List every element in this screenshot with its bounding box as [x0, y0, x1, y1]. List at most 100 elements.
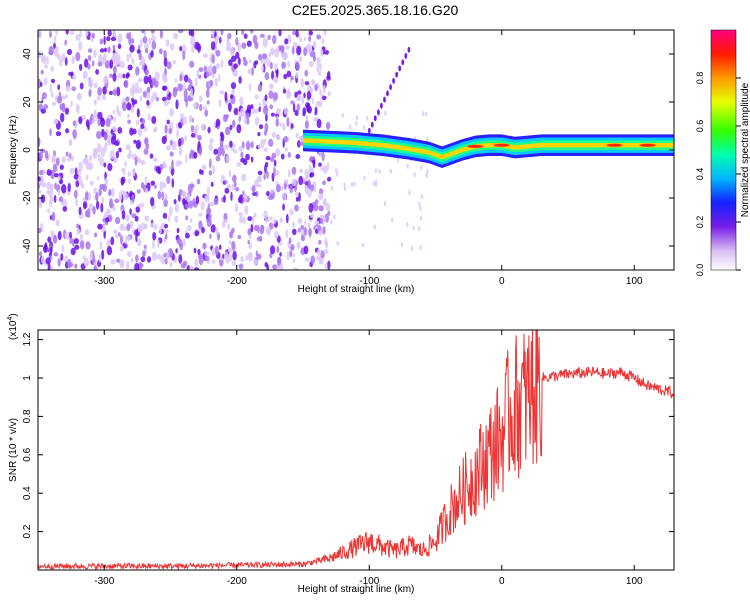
- spectrogram-cell: [141, 118, 146, 125]
- spectrogram-cell: [280, 185, 284, 191]
- spectrogram-cell: [232, 174, 237, 183]
- spectrogram-cell: [316, 118, 322, 129]
- spectrogram-cell: [290, 100, 295, 105]
- spectrogram-cell: [301, 230, 305, 236]
- spectrogram-cell: [38, 251, 43, 257]
- spectrogram-cell: [138, 77, 143, 83]
- spectrogram-cell: [144, 176, 148, 185]
- snr-y-ticks: 0.2 0.4 0.6 0.8 1 1.2: [22, 332, 674, 539]
- spectrogram-cell: [233, 63, 238, 69]
- spectrogram-cell: [53, 252, 59, 257]
- spectrogram-cell: [132, 167, 136, 177]
- spectrogram-cell: [169, 261, 173, 268]
- spectrogram-cell: [68, 71, 73, 76]
- spectrogram-cell: [82, 201, 88, 209]
- spectrogram-cell: [269, 189, 274, 194]
- spectrogram-cell: [260, 138, 265, 149]
- spectrogram-cell: [313, 186, 316, 193]
- spectrogram-cell: [291, 178, 297, 187]
- spectrogram-cell: [304, 120, 309, 129]
- spectrogram-cell: [214, 245, 219, 256]
- spectrogram-cell: [267, 229, 271, 236]
- snr-y-label: SNR (10 * v/v): [8, 418, 19, 482]
- spectrogram-cell: [104, 47, 107, 53]
- spectrogram-cell: [99, 48, 105, 53]
- spectrogram-cell: [295, 132, 299, 138]
- spectrogram-cell: [68, 262, 74, 268]
- spectrogram-cell: [272, 34, 277, 45]
- spectrogram-cell: [54, 173, 59, 178]
- spectrogram-cell: [275, 184, 281, 193]
- snr-scale-label: (x104): [7, 313, 19, 340]
- spectrogram-cell: [295, 71, 299, 79]
- spectrogram-cell: [325, 121, 331, 130]
- spectrogram-cell: [208, 143, 213, 151]
- spectrogram-cell: [228, 240, 232, 245]
- spectrogram-cell: [235, 37, 239, 46]
- spectrogram-cell: [265, 156, 271, 161]
- y-tick-label: 20: [22, 96, 33, 108]
- spectrogram-cell: [286, 251, 290, 260]
- spectrogram-cell: [75, 197, 78, 207]
- spectrogram-cell: [330, 185, 334, 191]
- spectrogram-cell: [408, 190, 411, 196]
- spectrogram-cell: [264, 122, 269, 133]
- spectrogram-cell: [87, 48, 93, 53]
- spectrogram-cell: [200, 201, 205, 211]
- spectrogram-cell: [232, 143, 236, 149]
- spectrogram-cell: [112, 72, 117, 82]
- spectrogram-cell: [312, 51, 316, 60]
- spectrogram-cell: [84, 229, 90, 236]
- spectrogram-cell: [101, 196, 104, 204]
- spectrogram-cell: [140, 123, 145, 130]
- spectrogram-cell: [92, 254, 96, 264]
- y-tick-label: 0.4: [22, 486, 33, 500]
- spectrogram-cell: [238, 146, 243, 152]
- spectrogram-cell: [105, 118, 111, 128]
- spectrogram-cell: [92, 205, 96, 215]
- snr-x-label: Height of straight line (km): [298, 584, 415, 595]
- spectrogram-cell: [228, 169, 232, 178]
- spectrogram-cell: [190, 132, 196, 138]
- spectrogram-cell: [87, 55, 92, 61]
- spectrogram-cell: [209, 138, 214, 144]
- spectrogram-cell: [211, 54, 215, 64]
- spectrogram-cell: [57, 258, 61, 267]
- spectrogram-cell: [204, 255, 210, 261]
- spectrogram-cell: [321, 38, 325, 45]
- spectrogram-cell: [247, 239, 250, 245]
- spectrogram-cell: [248, 59, 252, 64]
- spectrogram-cell: [205, 71, 210, 78]
- spectrogram-cell: [137, 127, 143, 137]
- spectrogram-cell: [299, 168, 304, 174]
- spectrogram-cell: [316, 248, 321, 256]
- spectrogram-cell: [38, 176, 41, 182]
- spectrogram-cell: [194, 230, 199, 237]
- spectrogram-cell: [93, 49, 97, 58]
- spectrogram-cell: [93, 99, 97, 106]
- spectrogram-cell: [255, 250, 259, 257]
- spectrogram-cell: [107, 136, 111, 147]
- spectrogram-cell: [75, 103, 80, 114]
- spectrogram-cell: [145, 188, 149, 194]
- spectrogram-cell: [58, 175, 61, 181]
- spectrogram-cell: [64, 231, 70, 240]
- spectrogram-cell: [160, 254, 165, 265]
- spectrogram-cell: [303, 37, 307, 42]
- spectrogram-cell: [139, 202, 144, 208]
- spectrogram-cell: [420, 194, 424, 200]
- spectrogram-cell: [140, 159, 146, 166]
- spectrogram-cell: [42, 54, 47, 65]
- spectrogram-cell: [146, 86, 151, 94]
- spectrogram-cell: [127, 113, 130, 119]
- spectrogram-cell: [279, 252, 282, 257]
- spectrogram-cell: [188, 84, 191, 92]
- spectrogram-cell: [98, 188, 102, 197]
- spectrogram-streak-cell: [404, 52, 408, 59]
- spectrogram-cell: [156, 254, 161, 260]
- spectrogram-cell: [177, 30, 184, 34]
- spectrogram-cell: [106, 245, 113, 256]
- spectrogram-cell: [190, 184, 195, 189]
- spectrogram-cell: [240, 157, 246, 163]
- spectrogram-cell: [298, 56, 303, 63]
